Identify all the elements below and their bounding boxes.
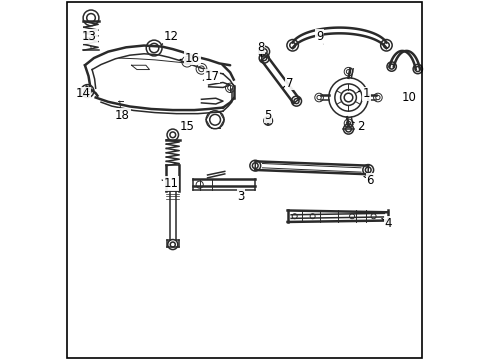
- Text: 8: 8: [256, 41, 264, 56]
- Text: 16: 16: [180, 51, 200, 64]
- Text: 9: 9: [315, 30, 323, 44]
- Text: 18: 18: [115, 108, 130, 122]
- Text: 15: 15: [179, 120, 194, 133]
- Text: 1: 1: [358, 87, 369, 100]
- Text: 14: 14: [76, 87, 90, 100]
- Text: 17: 17: [203, 69, 219, 82]
- Text: 12: 12: [162, 30, 178, 44]
- Text: 4: 4: [381, 216, 391, 230]
- Text: 2: 2: [352, 120, 364, 133]
- Text: 11: 11: [162, 177, 178, 190]
- Text: 6: 6: [363, 174, 373, 186]
- Text: 7: 7: [283, 77, 292, 90]
- Text: 10: 10: [401, 91, 416, 104]
- Text: 3: 3: [237, 190, 244, 203]
- Text: 5: 5: [264, 109, 271, 123]
- Text: 13: 13: [82, 30, 97, 47]
